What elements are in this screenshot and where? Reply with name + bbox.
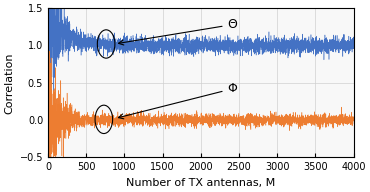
Text: Θ: Θ: [118, 18, 238, 45]
X-axis label: Number of TX antennas, M: Number of TX antennas, M: [126, 178, 275, 188]
Text: Φ: Φ: [118, 82, 238, 119]
Y-axis label: Correlation: Correlation: [4, 52, 14, 113]
